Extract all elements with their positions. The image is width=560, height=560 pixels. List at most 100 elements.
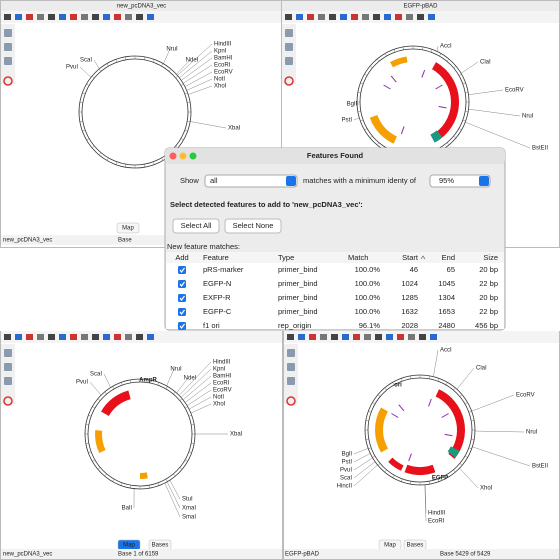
- tool-icon[interactable]: [15, 14, 22, 20]
- enzyme-leader: [456, 367, 475, 390]
- tool-icon[interactable]: [296, 14, 303, 20]
- tool-icon[interactable]: [26, 334, 33, 340]
- checkbox[interactable]: [178, 308, 186, 316]
- tool-icon[interactable]: [375, 334, 382, 340]
- tool-icon[interactable]: [37, 334, 44, 340]
- tool-icon[interactable]: [320, 334, 327, 340]
- map-icon[interactable]: [3, 76, 13, 86]
- tool-icon[interactable]: [48, 14, 55, 20]
- feature-label: ori: [394, 383, 402, 389]
- checkbox[interactable]: [178, 266, 186, 274]
- tool-icon[interactable]: [125, 14, 132, 20]
- tool-icon[interactable]: [81, 334, 88, 340]
- tool-icon[interactable]: [136, 334, 143, 340]
- side-icon[interactable]: [4, 363, 12, 371]
- dialog-button[interactable]: [172, 218, 220, 234]
- dialog-button[interactable]: [224, 218, 282, 234]
- tool-icon[interactable]: [362, 14, 369, 20]
- tool-icon[interactable]: [92, 334, 99, 340]
- map-icon[interactable]: [286, 396, 296, 406]
- ruler-tick: [97, 467, 101, 470]
- tool-icon[interactable]: [318, 14, 325, 20]
- checkbox[interactable]: [178, 294, 186, 302]
- tool-icon[interactable]: [428, 14, 435, 20]
- tool-icon[interactable]: [147, 14, 154, 20]
- show-value: all: [210, 176, 218, 185]
- tool-icon[interactable]: [70, 334, 77, 340]
- tab-button[interactable]: [116, 222, 140, 234]
- tool-icon[interactable]: [136, 14, 143, 20]
- tool-icon[interactable]: [15, 334, 22, 340]
- show-select[interactable]: [204, 174, 298, 188]
- tool-icon[interactable]: [353, 334, 360, 340]
- tool-icon[interactable]: [298, 334, 305, 340]
- tool-icon[interactable]: [329, 14, 336, 20]
- tool-icon[interactable]: [103, 14, 110, 20]
- tool-icon[interactable]: [397, 334, 404, 340]
- ruler-tick: [175, 75, 179, 79]
- tool-icon[interactable]: [307, 14, 314, 20]
- tool-icon[interactable]: [4, 334, 11, 340]
- checkbox[interactable]: [178, 280, 186, 288]
- window-control[interactable]: [189, 152, 197, 160]
- tab-label: Map: [123, 543, 135, 549]
- tool-icon[interactable]: [59, 14, 66, 20]
- tool-icon[interactable]: [309, 334, 316, 340]
- tool-icon[interactable]: [340, 14, 347, 20]
- window-control[interactable]: [179, 152, 187, 160]
- side-icon[interactable]: [4, 349, 12, 357]
- ruler-tick: [85, 424, 89, 426]
- window-control[interactable]: [169, 152, 177, 160]
- tool-icon[interactable]: [103, 334, 110, 340]
- ruler-tick: [106, 63, 109, 67]
- side-icon[interactable]: [287, 349, 295, 357]
- tool-icon[interactable]: [70, 14, 77, 20]
- enzyme-leader: [181, 57, 213, 81]
- tool-icon[interactable]: [125, 334, 132, 340]
- tool-icon[interactable]: [285, 14, 292, 20]
- tool-icon[interactable]: [48, 334, 55, 340]
- tool-icon[interactable]: [59, 334, 66, 340]
- cell: EGFP-N: [203, 279, 231, 288]
- feature-arc: [430, 130, 443, 143]
- side-icon[interactable]: [285, 43, 293, 51]
- map-icon[interactable]: [3, 396, 13, 406]
- tool-icon[interactable]: [26, 14, 33, 20]
- identity-select[interactable]: [429, 174, 491, 188]
- tool-icon[interactable]: [373, 14, 380, 20]
- tool-icon[interactable]: [395, 14, 402, 20]
- tool-icon[interactable]: [342, 334, 349, 340]
- side-icon[interactable]: [4, 57, 12, 65]
- tool-icon[interactable]: [364, 334, 371, 340]
- tool-icon[interactable]: [408, 334, 415, 340]
- enzyme-leader: [425, 484, 427, 514]
- ruler-tick: [187, 121, 191, 122]
- tool-icon[interactable]: [114, 14, 121, 20]
- tool-icon[interactable]: [351, 14, 358, 20]
- enzyme-leader: [465, 122, 531, 149]
- tool-icon[interactable]: [386, 334, 393, 340]
- tool-icon[interactable]: [4, 14, 11, 20]
- tool-icon[interactable]: [92, 14, 99, 20]
- side-icon[interactable]: [287, 363, 295, 371]
- tool-icon[interactable]: [406, 14, 413, 20]
- map-icon[interactable]: [284, 76, 294, 86]
- feature-arc: [375, 407, 389, 453]
- tool-icon[interactable]: [419, 334, 426, 340]
- side-icon[interactable]: [287, 377, 295, 385]
- side-icon[interactable]: [4, 377, 12, 385]
- side-icon[interactable]: [285, 57, 293, 65]
- tool-icon[interactable]: [81, 14, 88, 20]
- tool-icon[interactable]: [417, 14, 424, 20]
- side-icon[interactable]: [4, 43, 12, 51]
- tool-icon[interactable]: [37, 14, 44, 20]
- side-icon[interactable]: [4, 29, 12, 37]
- tool-icon[interactable]: [331, 334, 338, 340]
- tool-icon[interactable]: [287, 334, 294, 340]
- tool-icon[interactable]: [114, 334, 121, 340]
- tool-icon[interactable]: [384, 14, 391, 20]
- checkbox[interactable]: [178, 322, 186, 330]
- tool-icon[interactable]: [147, 334, 154, 340]
- side-icon[interactable]: [285, 29, 293, 37]
- tool-icon[interactable]: [430, 334, 437, 340]
